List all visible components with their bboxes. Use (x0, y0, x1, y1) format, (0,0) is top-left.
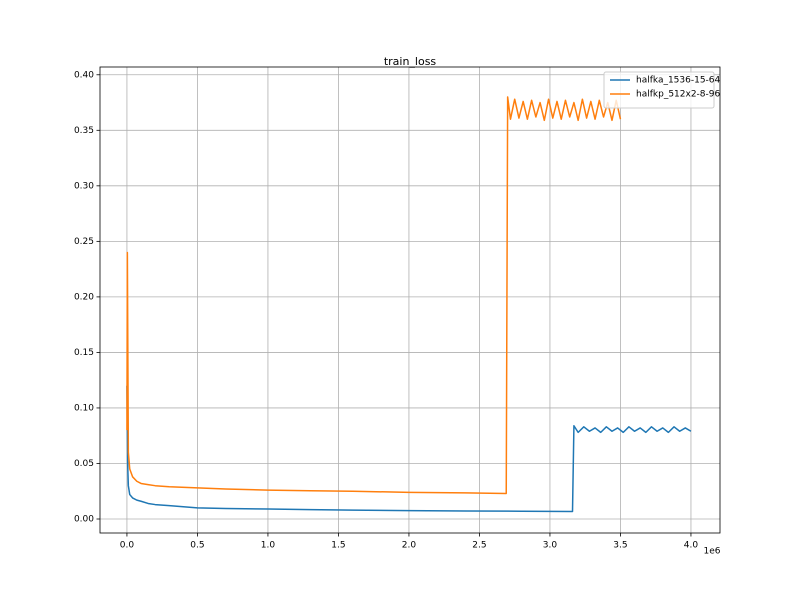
plot-frame (99, 66, 721, 534)
series-line (126, 96, 622, 495)
legend-label: halfka_1536-15-64 (636, 76, 721, 86)
x-tick-label: 2.5 (472, 541, 486, 551)
chart-title: train_loss (384, 55, 437, 68)
x-offset-label: 1e6 (704, 547, 721, 557)
legend-box (603, 71, 715, 109)
x-tick-label: 2.0 (402, 541, 417, 551)
series-line (126, 385, 692, 513)
y-tick-label: 0.10 (74, 403, 94, 413)
x-tick-label: 1.5 (331, 541, 345, 551)
legend-label: halfkp_512x2-8-96 (636, 90, 720, 100)
x-tick-label: 0.0 (120, 541, 135, 551)
y-tick-label: 0.35 (74, 126, 94, 136)
y-tick-label: 0.20 (74, 292, 94, 302)
x-tick-label: 3.0 (543, 541, 558, 551)
x-tick-label: 4.0 (684, 541, 699, 551)
y-tick-label: 0.40 (74, 70, 94, 80)
y-tick-label: 0.15 (74, 348, 94, 358)
y-tick-label: 0.25 (74, 237, 94, 247)
x-tick-label: 1.0 (261, 541, 276, 551)
x-tick-label: 0.5 (190, 541, 204, 551)
y-tick-label: 0.30 (74, 181, 94, 191)
x-tick-label: 3.5 (613, 541, 627, 551)
y-tick-label: 0.05 (74, 459, 94, 469)
y-tick-label: 0.00 (74, 515, 94, 525)
legend: halfka_1536-15-64 halfkp_512x2-8-96 (603, 71, 721, 109)
